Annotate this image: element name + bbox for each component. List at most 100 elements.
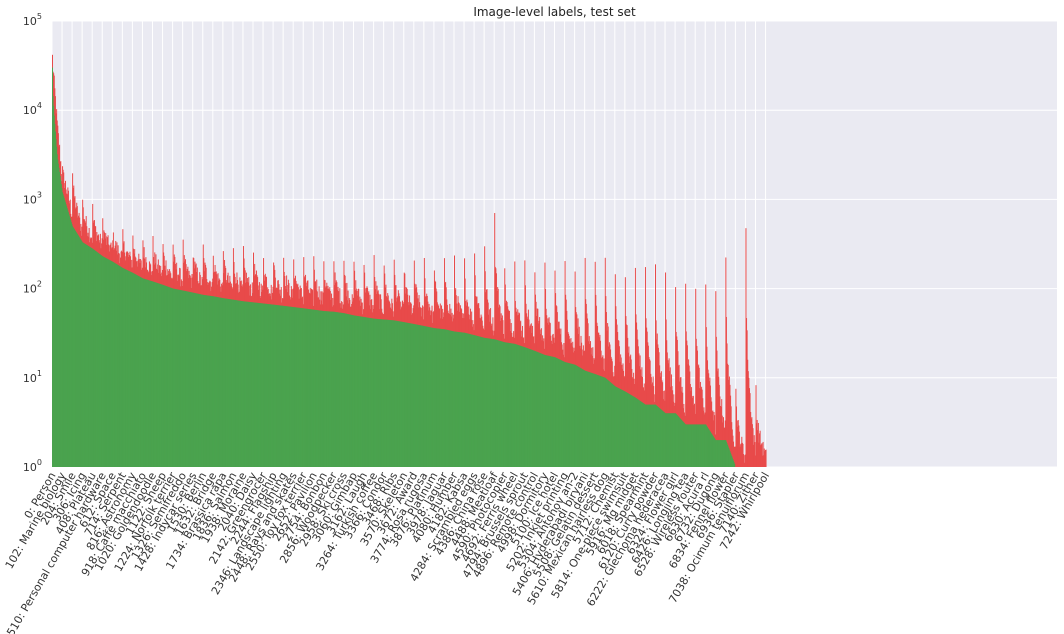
bar-positive bbox=[602, 377, 604, 467]
bar-positive bbox=[108, 259, 110, 467]
bar-positive bbox=[189, 291, 191, 467]
bar-positive bbox=[401, 321, 403, 467]
bar-positive bbox=[506, 342, 508, 467]
bar-positive bbox=[671, 413, 673, 467]
bar-positive bbox=[685, 424, 687, 467]
bar-positive bbox=[394, 320, 396, 467]
bar-positive bbox=[724, 440, 726, 467]
bar-positive bbox=[618, 388, 620, 467]
bar-positive bbox=[689, 424, 691, 467]
bar-positive bbox=[410, 323, 412, 467]
bar-positive bbox=[103, 256, 105, 467]
bar-positive bbox=[599, 375, 601, 467]
bar-positive bbox=[462, 332, 464, 467]
bar-positive bbox=[59, 175, 61, 467]
bar-total bbox=[717, 371, 719, 467]
bar-positive bbox=[275, 304, 277, 467]
bar-positive bbox=[553, 356, 555, 467]
bar-total bbox=[744, 462, 746, 467]
bar-positive bbox=[380, 319, 382, 467]
bar-positive bbox=[493, 339, 495, 467]
bar-positive bbox=[506, 342, 508, 467]
bar-positive bbox=[102, 256, 104, 467]
bar-positive bbox=[456, 331, 458, 467]
bar-total bbox=[734, 446, 736, 467]
bar-positive bbox=[325, 311, 327, 467]
bar-positive bbox=[180, 290, 182, 467]
bar-positive bbox=[461, 332, 463, 467]
bar-positive bbox=[482, 337, 484, 467]
bar-positive bbox=[271, 304, 273, 467]
bar-positive bbox=[119, 266, 121, 467]
bar-positive bbox=[52, 96, 54, 468]
bar-total bbox=[733, 446, 735, 467]
bar-total bbox=[715, 336, 717, 467]
bar-positive bbox=[488, 338, 490, 467]
bar-positive bbox=[495, 339, 497, 467]
y-axis-ticks: 100 101 102 103 104 105 bbox=[23, 12, 42, 474]
bar-positive bbox=[86, 245, 88, 467]
bar-positive bbox=[153, 281, 155, 467]
bar-positive bbox=[532, 350, 534, 467]
bar-positive bbox=[552, 356, 554, 467]
bar-positive bbox=[521, 346, 523, 467]
bar-positive bbox=[245, 301, 247, 467]
bar-total bbox=[761, 443, 763, 467]
bar-positive bbox=[279, 305, 281, 467]
bar-total bbox=[644, 267, 646, 467]
bar-positive bbox=[63, 198, 65, 467]
bar-positive bbox=[255, 302, 257, 467]
bar-positive bbox=[191, 292, 193, 467]
bar-positive bbox=[429, 327, 431, 467]
bar-positive bbox=[686, 424, 688, 467]
bar-positive bbox=[668, 413, 670, 467]
bar-total bbox=[707, 369, 709, 467]
bar-positive bbox=[643, 403, 645, 467]
bar-positive bbox=[522, 346, 524, 467]
bar-positive bbox=[688, 424, 690, 467]
bar-positive bbox=[135, 274, 137, 467]
bar-total bbox=[695, 338, 697, 467]
bar-positive bbox=[665, 413, 667, 467]
bar-positive bbox=[641, 402, 643, 467]
bar-positive bbox=[628, 394, 630, 467]
bar-positive bbox=[613, 384, 615, 467]
bar-positive bbox=[566, 362, 568, 467]
bar-positive bbox=[645, 404, 647, 467]
bar-positive bbox=[610, 382, 612, 467]
bar-positive bbox=[452, 331, 454, 467]
bar-positive bbox=[461, 332, 463, 467]
bar-total bbox=[729, 384, 731, 467]
bar-positive bbox=[288, 306, 290, 467]
bar-positive bbox=[473, 335, 475, 467]
bar-positive bbox=[172, 288, 174, 467]
bar-positive bbox=[75, 231, 77, 467]
bar-positive bbox=[167, 286, 169, 467]
bar-positive bbox=[273, 304, 275, 467]
bar-positive bbox=[499, 340, 501, 467]
bar-positive bbox=[705, 425, 707, 467]
bar-positive bbox=[386, 319, 388, 467]
bar-positive bbox=[544, 355, 546, 467]
bar-positive bbox=[226, 298, 228, 467]
bar-positive bbox=[73, 229, 75, 467]
bar-positive bbox=[368, 317, 370, 467]
bar-positive bbox=[133, 273, 135, 467]
bar-total bbox=[688, 365, 690, 467]
bar-positive bbox=[326, 311, 328, 467]
bar-positive bbox=[633, 396, 635, 467]
bar-positive bbox=[624, 391, 626, 467]
bar-positive bbox=[614, 385, 616, 467]
bar-positive bbox=[146, 279, 148, 467]
bar-total bbox=[685, 331, 687, 467]
bar-positive bbox=[465, 333, 467, 467]
bar-positive bbox=[608, 381, 610, 467]
bar-positive bbox=[589, 372, 591, 467]
bar-positive bbox=[731, 455, 733, 467]
bar-positive bbox=[265, 303, 267, 467]
bar-positive bbox=[65, 202, 67, 467]
bar-total bbox=[668, 358, 670, 467]
bar-positive bbox=[56, 146, 58, 467]
bar-positive bbox=[651, 404, 653, 467]
bar-positive bbox=[345, 313, 347, 467]
